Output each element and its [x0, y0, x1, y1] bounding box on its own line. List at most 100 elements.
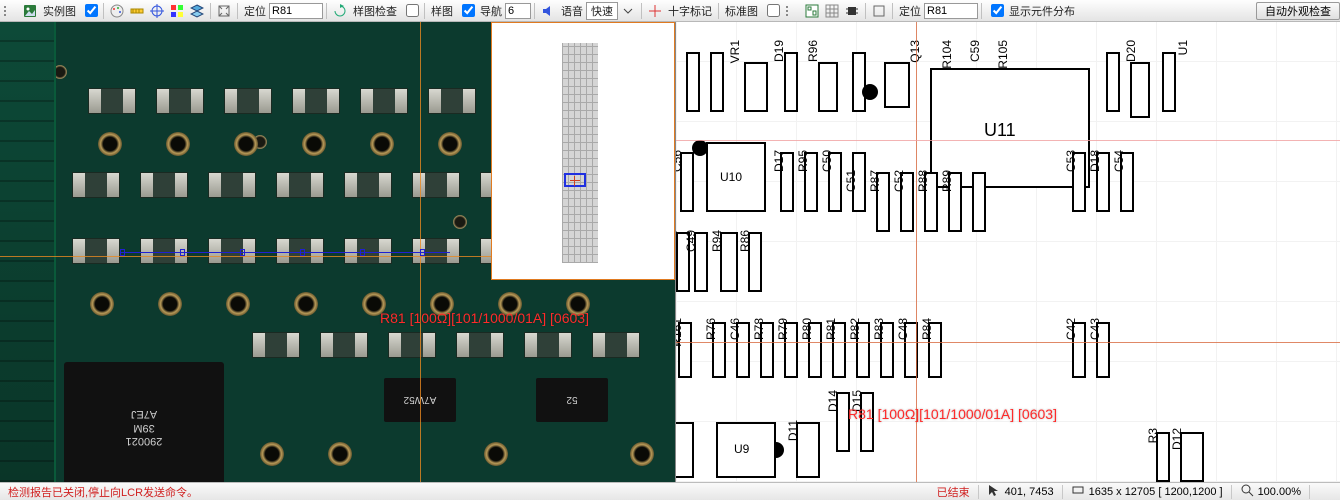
refdes: U1 [1176, 40, 1190, 55]
sample-check-check[interactable] [406, 4, 419, 17]
show-parts-check[interactable] [991, 4, 1004, 17]
refdes: R82 [848, 318, 862, 340]
refdes: R81 [824, 318, 838, 340]
status-zoom: 100.00% [1232, 483, 1309, 500]
cad-view-icon[interactable] [803, 2, 821, 20]
toggle-instance-check[interactable] [85, 4, 98, 17]
refdes: C50 [820, 150, 834, 172]
refdes: D14 [826, 390, 840, 412]
refdes: C49 [684, 230, 698, 252]
nav-label: 导航 [477, 3, 505, 19]
grid-icon[interactable] [823, 2, 841, 20]
toggle-instance-label: 实例图 [40, 3, 79, 19]
toolbar-right: 定位 显示元件分布 自动外观检查 [782, 0, 1340, 21]
separator [210, 3, 211, 19]
sample-check-label: 样图检查 [350, 3, 400, 19]
pcb-edge-strip [0, 22, 56, 482]
split-panes: A7W52 52 290021 39M A7EJ R81 [100Ω][101/… [0, 22, 1340, 482]
target-icon[interactable] [148, 2, 166, 20]
refdes: C48 [896, 318, 910, 340]
sample-check[interactable] [462, 4, 475, 17]
refdes: U10 [720, 170, 742, 184]
separator [424, 3, 425, 19]
cross-mark-label: 十字标记 [665, 3, 715, 19]
refdes: D12 [1170, 428, 1184, 450]
minimap-crosshair-icon [570, 176, 580, 186]
expand-icon[interactable] [870, 2, 888, 20]
refdes: R89 [940, 170, 954, 192]
refdes: R88 [916, 170, 930, 192]
status-done: 已结束 [929, 484, 978, 500]
separator [892, 3, 893, 19]
palette-icon[interactable] [108, 2, 126, 20]
refresh-icon[interactable] [331, 2, 349, 20]
refdes: C43 [1088, 318, 1102, 340]
refdes: C42 [1064, 318, 1078, 340]
refdes: R79 [776, 318, 790, 340]
cross-icon[interactable] [646, 2, 664, 20]
refdes: VR1 [728, 40, 742, 63]
sot-2: 52 [536, 378, 608, 422]
locate-input-right[interactable] [924, 3, 978, 19]
refdes: R3 [1146, 428, 1160, 443]
refdes: R95 [796, 150, 810, 172]
show-parts-label: 显示元件分布 [1006, 3, 1078, 19]
nav-input[interactable] [505, 3, 531, 19]
minimap[interactable] [491, 22, 675, 280]
refdes: C51 [844, 170, 858, 192]
chip-label: U11 [984, 120, 1016, 141]
refdes: R104 [940, 40, 954, 69]
crosshair-h-right [676, 342, 1340, 343]
refdes: R76 [704, 318, 718, 340]
refdes: R78 [752, 318, 766, 340]
separator [641, 3, 642, 19]
measure-icon[interactable] [128, 2, 146, 20]
pcb-photo-pane[interactable]: A7W52 52 290021 39M A7EJ R81 [100Ω][101/… [0, 22, 675, 482]
separator [981, 3, 982, 19]
qfp-chip: 290021 39M A7EJ [64, 362, 224, 482]
voice-icon[interactable] [539, 2, 557, 20]
status-dims-text: 1635 x 12705 [ 1200,1200 ] [1089, 486, 1223, 498]
refdes: R85 [675, 230, 680, 252]
locate-input-left[interactable] [269, 3, 323, 19]
chip-icon[interactable] [843, 2, 861, 20]
voice-label: 语音 [558, 3, 586, 19]
speed-select[interactable]: 快速 [586, 2, 618, 20]
status-dims: 1635 x 12705 [ 1200,1200 ] [1063, 483, 1231, 500]
refdes: R83 [872, 318, 886, 340]
refdes: U9 [734, 442, 749, 456]
cursor-icon [987, 483, 1001, 500]
refdes: D11 [786, 420, 800, 441]
auto-inspect-button[interactable]: 自动外观检查 [1256, 2, 1340, 20]
grip-icon [1, 2, 19, 20]
cad-canvas: U11 VR1 D19 R96 Q13 R104 C59 R105 D20 U1… [676, 22, 1340, 482]
refdes: Q13 [908, 40, 922, 63]
color-picker-icon[interactable] [168, 2, 186, 20]
component-annotation-left: R81 [100Ω][101/1000/01A] [0603] [380, 310, 589, 326]
refdes: C59 [968, 40, 982, 62]
separator [237, 3, 238, 19]
refdes: D20 [1124, 40, 1138, 62]
grip-icon [783, 2, 801, 20]
std-image-check[interactable] [767, 4, 780, 17]
ruler-line [120, 252, 450, 253]
refdes: C54 [1112, 150, 1126, 172]
status-coords: 401, 7453 [979, 483, 1062, 500]
status-warning: 检测报告已关闭,停止向LCR发送命令。 [0, 484, 206, 500]
refdes: C46 [728, 318, 742, 340]
layers-icon[interactable] [188, 2, 206, 20]
minimap-art [562, 43, 598, 263]
toolbar-left: 实例图 定位 样图检查 样图 导航 语音 快速 十字标记 标准图 [0, 0, 782, 21]
cad-pane[interactable]: U11 VR1 D19 R96 Q13 R104 C59 R105 D20 U1… [675, 22, 1340, 482]
guide-line [676, 140, 1340, 141]
separator [326, 3, 327, 19]
toolbar: 实例图 定位 样图检查 样图 导航 语音 快速 十字标记 标准图 [0, 0, 1340, 22]
locate-label: 定位 [241, 3, 269, 19]
chevron-down-icon[interactable] [619, 2, 637, 20]
refdes: R105 [996, 40, 1010, 69]
image-view-icon[interactable] [21, 2, 39, 20]
dimensions-icon [1071, 483, 1085, 500]
zoom-icon [1240, 483, 1254, 500]
expand-icon[interactable] [215, 2, 233, 20]
locate-label-right: 定位 [896, 3, 924, 19]
